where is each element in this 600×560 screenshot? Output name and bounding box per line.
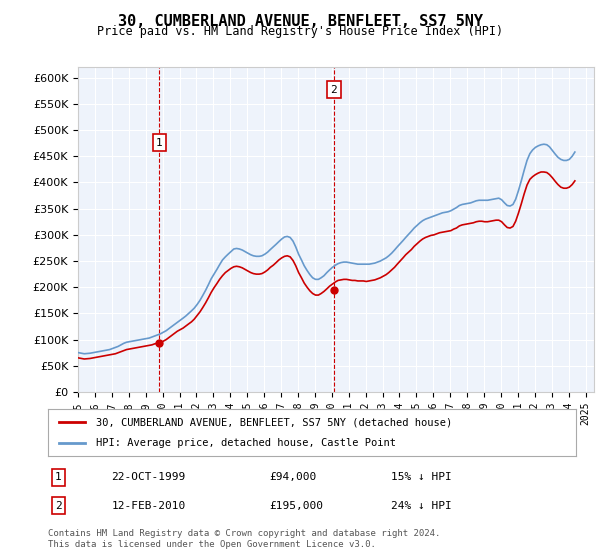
Text: £94,000: £94,000 <box>270 472 317 482</box>
Text: 30, CUMBERLAND AVENUE, BENFLEET, SS7 5NY (detached house): 30, CUMBERLAND AVENUE, BENFLEET, SS7 5NY… <box>95 417 452 427</box>
Text: 2: 2 <box>331 85 337 95</box>
Text: 22-OCT-1999: 22-OCT-1999 <box>112 472 185 482</box>
Text: 15% ↓ HPI: 15% ↓ HPI <box>391 472 452 482</box>
Text: 2: 2 <box>55 501 62 511</box>
Text: 24% ↓ HPI: 24% ↓ HPI <box>391 501 452 511</box>
Text: 1: 1 <box>55 472 62 482</box>
Text: 30, CUMBERLAND AVENUE, BENFLEET, SS7 5NY: 30, CUMBERLAND AVENUE, BENFLEET, SS7 5NY <box>118 14 482 29</box>
Text: 1: 1 <box>156 138 163 148</box>
Text: £195,000: £195,000 <box>270 501 324 511</box>
Text: Contains HM Land Registry data © Crown copyright and database right 2024.
This d: Contains HM Land Registry data © Crown c… <box>48 529 440 549</box>
Text: HPI: Average price, detached house, Castle Point: HPI: Average price, detached house, Cast… <box>95 438 395 448</box>
Text: 12-FEB-2010: 12-FEB-2010 <box>112 501 185 511</box>
Text: Price paid vs. HM Land Registry's House Price Index (HPI): Price paid vs. HM Land Registry's House … <box>97 25 503 38</box>
